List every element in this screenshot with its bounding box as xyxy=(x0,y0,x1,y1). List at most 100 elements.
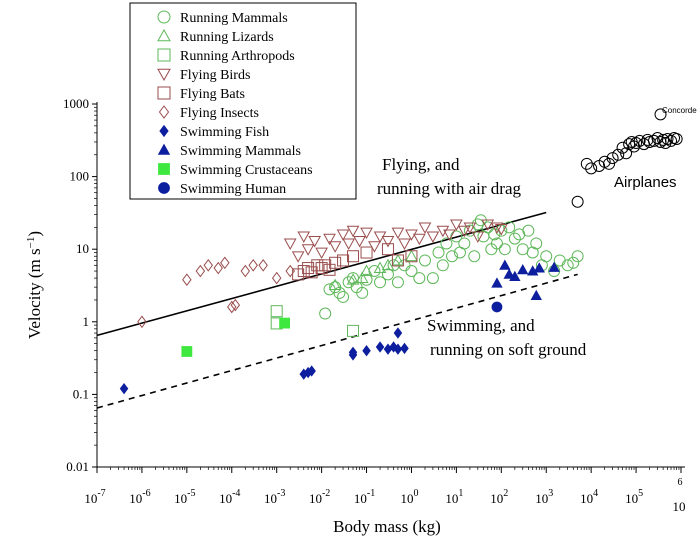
flying-bats-point xyxy=(302,262,315,275)
running-mammals-point xyxy=(319,307,332,320)
x-tick-label: 105 xyxy=(625,488,643,506)
swimming-mammals-point xyxy=(491,277,503,288)
swimming-fish-point xyxy=(393,327,403,339)
running-arthropods-point xyxy=(270,305,283,318)
running-mammals-point xyxy=(463,224,476,237)
swimming-mammals-point xyxy=(503,268,515,279)
flying-birds-point xyxy=(471,231,485,243)
running-mammals-point xyxy=(432,246,445,259)
flying-birds-point xyxy=(457,225,471,238)
legend-label-swimming-human: Swimming Human xyxy=(180,182,286,197)
running-mammals-point xyxy=(436,259,449,272)
airplanes-point xyxy=(641,133,654,146)
flying-birds-point xyxy=(301,244,315,256)
flying-birds-point xyxy=(443,229,456,241)
flying-birds-point xyxy=(291,251,305,263)
swimming-mammals-point xyxy=(548,261,560,272)
y-axis-title: Velocity (m s−1) xyxy=(25,231,44,339)
flying-insects-point xyxy=(258,258,268,272)
airplanes-point xyxy=(580,157,593,170)
airplanes-point xyxy=(612,148,625,161)
legend-label-flying-insects: Flying Insects xyxy=(180,106,259,121)
flying-insects-point xyxy=(203,258,214,272)
running-mammals-point xyxy=(391,276,404,289)
airplanes-point xyxy=(633,134,646,147)
running-lizards-point xyxy=(373,261,387,273)
flying-insects-point xyxy=(213,261,223,275)
flying-birds-point xyxy=(360,227,373,239)
legend-label-running-mammals: Running Mammals xyxy=(180,11,288,26)
y-tick-label: 1000 xyxy=(63,96,89,111)
flying-insects-point xyxy=(285,264,295,278)
swimming-annotation-line2: running on soft ground xyxy=(430,340,587,359)
swimming-fish-point xyxy=(400,342,409,355)
airplanes-point xyxy=(670,132,683,145)
flying-insects-point xyxy=(220,256,230,270)
x-tick-label: 10-5 xyxy=(174,488,195,506)
concorde-point xyxy=(654,108,667,121)
flying-birds-point xyxy=(436,225,450,238)
running-mammals-point xyxy=(337,290,350,303)
flying-bats-point xyxy=(347,250,360,263)
flying-insects-point xyxy=(240,264,251,278)
legend-marker-swimming-mammals xyxy=(157,143,171,155)
legend-label-swimming-mammals: Swimming Mammals xyxy=(180,144,301,159)
flying-birds-point xyxy=(283,238,297,250)
flying-annotation-line1: Flying, and xyxy=(382,155,460,174)
legend-label-flying-birds: Flying Birds xyxy=(180,68,250,83)
x-tick-label: 10-2 xyxy=(309,488,330,506)
flying-insects-point xyxy=(271,271,282,285)
airplanes-point xyxy=(647,134,660,147)
running-mammals-point xyxy=(356,286,369,299)
running-lizards-point xyxy=(360,264,373,276)
x-tick-label: 10-7 xyxy=(84,488,105,506)
running-lizards-point xyxy=(405,249,418,262)
swimming-annotation-line1: Swimming, and xyxy=(427,316,535,335)
airplanes-point xyxy=(571,195,584,208)
flying-bats-point xyxy=(311,259,324,272)
flying-bats-point xyxy=(297,265,310,278)
series-airplanes xyxy=(571,132,683,208)
flying-birds-point xyxy=(450,219,463,231)
series-swimming-human xyxy=(491,301,503,313)
running-mammals-point xyxy=(418,254,431,267)
running-mammals-point xyxy=(553,254,566,267)
flying-birds-point xyxy=(342,238,356,250)
running-mammals-point xyxy=(490,237,503,250)
running-mammals-point xyxy=(540,250,553,263)
swimming-fish-point xyxy=(375,341,385,353)
running-mammals-point xyxy=(360,273,373,286)
running-mammals-point xyxy=(368,265,381,278)
legend-marker-flying-birds xyxy=(157,68,171,82)
legend-marker-running-mammals xyxy=(157,10,171,24)
y-axis-title-sup: −1 xyxy=(25,237,37,249)
axes: 0.01 0.1 1 10 100 1000 10-7 10-6 10-5 10-4 10-3 10-… xyxy=(63,96,686,514)
flying-insects-point xyxy=(182,273,192,287)
running-mammals-point xyxy=(522,224,535,237)
flying-bats-point xyxy=(405,250,418,263)
flying-birds-point xyxy=(308,236,322,248)
airplanes-point xyxy=(665,134,678,147)
swimming-fish-point xyxy=(307,365,316,377)
y-tick-label: 10 xyxy=(76,241,89,256)
swimming-fish-point xyxy=(362,345,371,357)
running-mammals-point xyxy=(508,232,521,245)
running-mammals-point xyxy=(413,272,426,285)
swimming-crustaceans-point xyxy=(279,317,291,329)
x-tick-label: 102 xyxy=(490,488,508,506)
airplanes-point xyxy=(630,137,643,150)
running-mammals-point xyxy=(498,243,511,256)
running-arthropods-point xyxy=(347,324,360,337)
running-mammals-point xyxy=(503,221,516,234)
airplanes-point xyxy=(603,157,616,170)
legend-label-flying-bats: Flying Bats xyxy=(180,87,245,102)
flying-birds-point xyxy=(391,227,405,239)
flying-birds-point xyxy=(490,222,504,234)
flying-bats-point xyxy=(360,246,373,259)
swimming-fish-point xyxy=(119,382,129,395)
running-mammals-point xyxy=(374,276,387,289)
flying-annotation-line2: running with air drag xyxy=(377,179,521,198)
running-lizards-point xyxy=(328,278,342,291)
series-flying-insects xyxy=(137,256,295,329)
flying-insects-point xyxy=(227,300,237,314)
